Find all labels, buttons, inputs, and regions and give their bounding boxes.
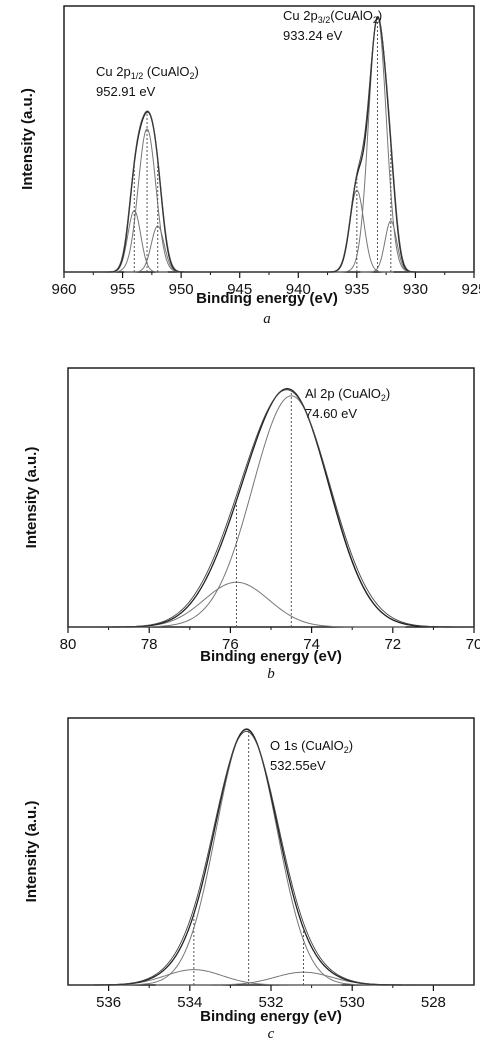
panel-label: a	[263, 311, 271, 327]
x-tick-label: 950	[169, 281, 194, 298]
peak-annotation-label: O 1s (CuAlO2)	[270, 738, 353, 755]
x-tick-label: 530	[340, 994, 365, 1011]
x-axis-title: Binding energy (eV)	[200, 648, 342, 665]
y-axis-title: Intensity (a.u.)	[23, 801, 40, 903]
annotation-text-part: 2	[189, 71, 194, 81]
x-tick-label: 960	[51, 281, 76, 298]
annotation-text-part: 3/2	[318, 15, 331, 25]
peak-annotation-value: 933.24 eV	[283, 28, 343, 43]
x-tick-label: 80	[60, 636, 77, 653]
x-axis-title: Binding energy (eV)	[200, 1008, 342, 1025]
x-tick-label: 925	[461, 281, 480, 298]
annotation-text-part: )	[386, 386, 390, 401]
peak-annotation-value: 532.55eV	[270, 758, 326, 773]
x-axis-title: Binding energy (eV)	[196, 290, 338, 307]
fit-curve	[64, 17, 474, 273]
annotation-text-part: )	[378, 8, 382, 23]
x-tick-label: 955	[110, 281, 135, 298]
peak-annotation-value: 952.91 eV	[96, 84, 156, 99]
annotation-text-part: (CuAlO	[143, 64, 189, 79]
annotation-text-part: Al 2p (CuAlO	[305, 386, 381, 401]
annotation-text-part: )	[349, 738, 353, 753]
x-tick-label: 534	[177, 994, 202, 1011]
y-axis-title: Intensity (a.u.)	[23, 447, 40, 549]
x-tick-label: 532	[258, 994, 283, 1011]
plot-frame	[63, 5, 475, 273]
peak-annotation-label: Cu 2p3/2(CuAlO2)	[283, 8, 382, 25]
y-axis-title: Intensity (a.u.)	[19, 88, 36, 190]
x-tick-label: 76	[222, 636, 239, 653]
panel-label: b	[267, 666, 275, 682]
x-tick-label: 528	[421, 994, 446, 1011]
annotation-text-part: 2	[344, 745, 349, 755]
x-tick-label: 78	[141, 636, 158, 653]
x-tick-label: 945	[227, 281, 252, 298]
peak-annotation-value: 74.60 eV	[305, 406, 357, 421]
fit-curve	[68, 389, 474, 628]
component-peak	[90, 395, 474, 628]
annotation-text-part: 2	[373, 15, 378, 25]
peak-annotation-label: Al 2p (CuAlO2)	[305, 386, 390, 403]
annotation-text-part: (CuAlO	[330, 8, 373, 23]
envelope-curve	[64, 15, 474, 273]
annotation-text-part: Cu 2p	[283, 8, 318, 23]
component-peak	[69, 581, 406, 628]
chart-panel-b: 80 78 76 74 72 70 Binding energy (eV) Intensity…	[23, 367, 480, 682]
annotation-text-part: 1/2	[131, 71, 144, 81]
panel-label: c	[268, 1026, 275, 1042]
x-tick-label: 70	[466, 636, 480, 653]
x-tick-label: 74	[303, 636, 320, 653]
plot-frame	[67, 367, 475, 628]
x-tick-label: 940	[286, 281, 311, 298]
peak-annotation-label: Cu 2p1/2 (CuAlO2)	[96, 64, 199, 81]
chart-panel-a: 960 955 950 945 940 935 930 925 Binding energy (…	[19, 5, 480, 327]
component-peak	[124, 225, 192, 273]
annotation-text-part: Cu 2p	[96, 64, 131, 79]
x-tick-label: 72	[384, 636, 401, 653]
x-tick-label: 935	[344, 281, 369, 298]
annotation-text-part: 2	[381, 393, 386, 403]
chart-panel-c: 536 534 532 530 528 Binding energy (eV) Intens…	[23, 717, 475, 1042]
annotation-text-part: )	[194, 64, 198, 79]
x-tick-label: 930	[403, 281, 428, 298]
component-peak	[88, 728, 405, 986]
fit-curve	[68, 730, 474, 986]
x-tick-label: 536	[96, 994, 121, 1011]
annotation-text-part: O 1s (CuAlO	[270, 738, 344, 753]
